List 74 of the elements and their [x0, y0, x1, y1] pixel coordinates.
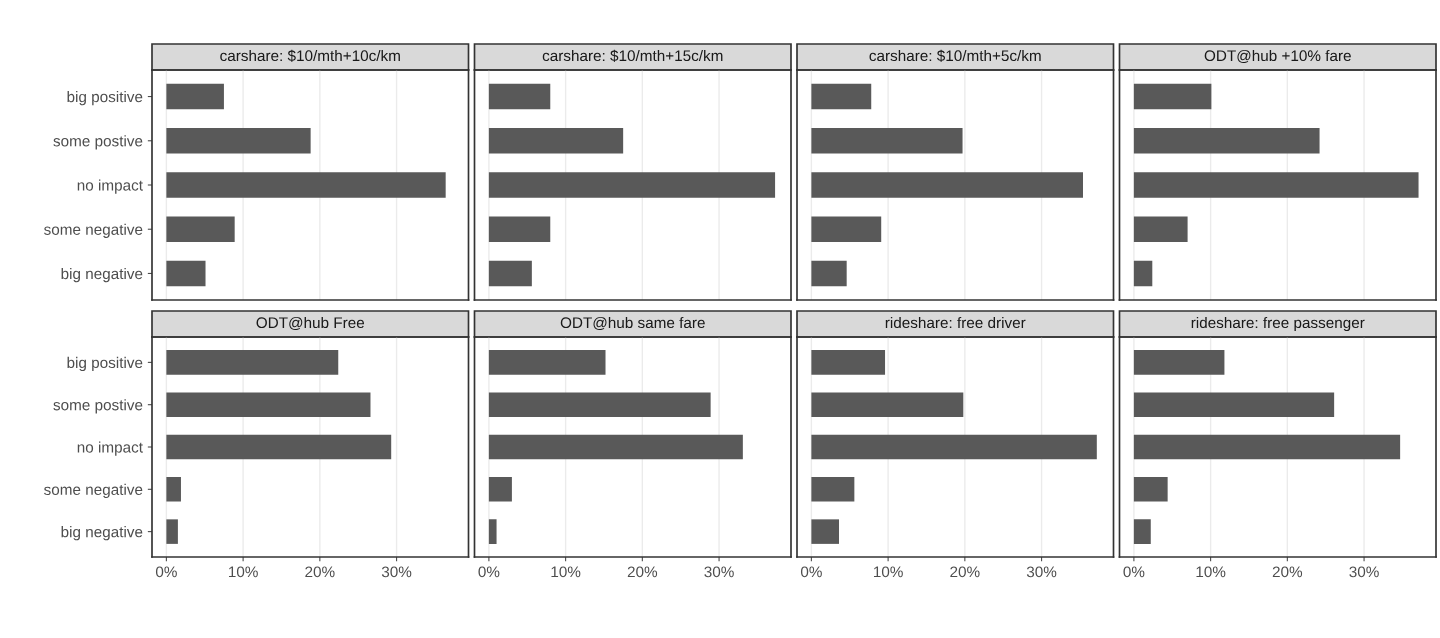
bar [811, 392, 964, 417]
bar [488, 172, 776, 198]
chart-title: rideshare: free driver [885, 316, 1026, 329]
bar [488, 127, 624, 154]
y-tick-label: big negative [61, 526, 143, 541]
bar [1133, 434, 1401, 460]
bar [488, 83, 551, 110]
x-tick-label: 0% [155, 566, 177, 578]
bar [811, 519, 840, 544]
bar [811, 83, 872, 110]
bar [1133, 519, 1151, 544]
bar [1133, 172, 1419, 198]
x-tick-label: 10% [873, 566, 903, 578]
y-tick-label: some negative [44, 223, 143, 238]
bar [166, 172, 446, 198]
bar [488, 260, 532, 287]
y-tick-label: big positive [67, 91, 143, 106]
x-tick-label: 30% [1349, 566, 1379, 578]
x-tick-label: 30% [704, 566, 734, 578]
bar [166, 83, 224, 110]
bar [488, 350, 606, 375]
bar [166, 519, 178, 544]
bar [811, 434, 1097, 460]
x-tick-label: 20% [305, 566, 335, 578]
bar [1133, 127, 1320, 154]
chart-title: rideshare: free passenger [1191, 316, 1365, 332]
y-tick-label: big positive [67, 356, 143, 372]
bar [166, 477, 181, 502]
x-tick-label: 0% [478, 566, 500, 578]
bar [811, 216, 882, 243]
chart-title: carshare: $10/mth+10c/km [220, 49, 400, 63]
x-tick-label: 20% [950, 566, 980, 578]
bar [1133, 260, 1153, 287]
bar [166, 434, 392, 460]
y-tick-label: some postive [53, 399, 143, 414]
bar [488, 392, 711, 417]
bar [166, 350, 339, 375]
y-tick-label: some postive [53, 135, 143, 150]
x-tick-label: 20% [1272, 566, 1303, 578]
x-tick-label: 0% [800, 566, 822, 578]
bar [811, 477, 855, 502]
x-tick-label: 30% [381, 566, 412, 578]
bar [166, 392, 371, 417]
bar [1133, 477, 1168, 502]
bar [166, 216, 235, 243]
bar [1133, 392, 1335, 417]
x-tick-label: 30% [1026, 566, 1057, 578]
bar [488, 434, 743, 460]
y-tick-label: no impact [77, 179, 143, 194]
chart-title: ODT@hub Free [256, 316, 365, 331]
bar [811, 172, 1083, 198]
bar [811, 260, 847, 287]
bar [811, 350, 886, 375]
bar [166, 260, 206, 287]
bar [811, 127, 963, 154]
y-tick-label: big negative [61, 267, 143, 283]
y-tick-label: no impact [77, 441, 143, 456]
bar [1133, 350, 1225, 375]
x-tick-label: 20% [627, 566, 658, 578]
x-tick-label: 0% [1123, 566, 1145, 578]
chart-title: ODT@hub same fare [560, 316, 705, 331]
y-tick-label: some negative [44, 483, 143, 499]
x-tick-label: 10% [1196, 566, 1226, 578]
bar [488, 519, 497, 544]
bar [166, 127, 311, 154]
bar [488, 216, 551, 243]
bar [1133, 83, 1212, 110]
bar [488, 477, 512, 502]
chart-title: ODT@hub +10% fare [1204, 49, 1351, 64]
x-tick-label: 10% [551, 566, 581, 578]
chart-title: carshare: $10/mth+15c/km [542, 49, 723, 63]
bar [1133, 216, 1188, 243]
chart-title: carshare: $10/mth+5c/km [869, 49, 1041, 63]
x-tick-label: 10% [228, 566, 258, 578]
